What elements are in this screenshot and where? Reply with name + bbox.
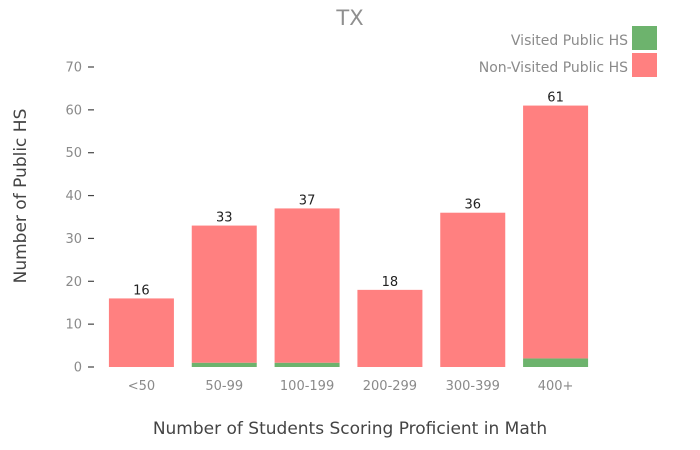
bar-non-visited-4[interactable]: [440, 212, 506, 367]
legend-swatch-visited[interactable]: [632, 26, 657, 50]
x-axis-title: Number of Students Scoring Proficient in…: [153, 419, 547, 439]
legend-swatch-non-visited[interactable]: [632, 53, 657, 77]
bar-total-label-3: 18: [382, 275, 399, 290]
y-tick-label-7: 70: [65, 61, 82, 76]
bar-non-visited-3[interactable]: [357, 289, 423, 367]
bar-non-visited-1[interactable]: [191, 225, 257, 363]
chart-title: TX: [335, 6, 363, 30]
legend[interactable]: Visited Public HS Non-Visited Public HS: [479, 26, 657, 77]
x-tick-label-0: <50: [128, 379, 155, 394]
data-labels: 16 33 37 18 36 61: [133, 91, 564, 299]
x-tick-label-4: 300-399: [446, 379, 500, 394]
x-tick-label-3: 200-299: [363, 379, 417, 394]
bar-non-visited-0[interactable]: [108, 298, 174, 367]
bar-visited-5[interactable]: [523, 358, 589, 367]
bar-visited-1[interactable]: [191, 362, 257, 367]
legend-label-non-visited: Non-Visited Public HS: [479, 60, 628, 76]
y-tick-label-6: 60: [65, 103, 82, 118]
y-tick-label-3: 30: [65, 232, 82, 247]
bar-total-label-5: 61: [547, 91, 564, 106]
legend-label-visited: Visited Public HS: [511, 33, 628, 49]
bar-total-label-2: 37: [299, 193, 316, 208]
bar-total-label-4: 36: [464, 198, 481, 213]
y-axis: 0 10 20 30 40 50 60 70: [65, 61, 94, 376]
bar-non-visited-2[interactable]: [274, 208, 340, 363]
y-tick-label-2: 20: [65, 275, 82, 290]
y-tick-label-0: 0: [74, 361, 82, 376]
bars: [108, 105, 589, 367]
x-tick-label-2: 100-199: [280, 379, 334, 394]
bar-total-label-0: 16: [133, 283, 150, 298]
y-tick-label-5: 50: [65, 146, 82, 161]
y-tick-label-4: 40: [65, 189, 82, 204]
x-tick-label-1: 50-99: [205, 379, 243, 394]
bar-visited-2[interactable]: [274, 362, 340, 367]
y-tick-label-1: 10: [65, 318, 82, 333]
bar-non-visited-5[interactable]: [523, 105, 589, 359]
bar-total-label-1: 33: [216, 211, 233, 226]
y-axis-title: Number of Public HS: [11, 109, 31, 284]
x-axis: <50 50-99 100-199 200-299 300-399 400+: [128, 379, 574, 394]
x-tick-label-5: 400+: [538, 379, 574, 394]
